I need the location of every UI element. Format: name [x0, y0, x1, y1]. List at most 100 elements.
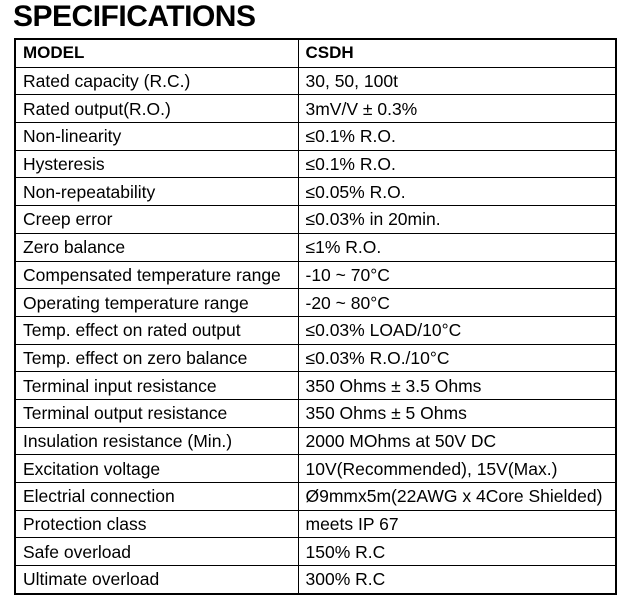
label-text: MODEL — [23, 43, 85, 63]
value-text: meets IP 67 — [305, 514, 399, 535]
label-cell: Rated output(R.O.) — [14, 94, 299, 124]
value-text: 350 Ohms ± 5 Ohms — [305, 403, 467, 424]
value-text: ≤1% R.O. — [305, 237, 382, 258]
spec-row: Ultimate overload 300% R.C — [14, 565, 617, 595]
label-cell: Protection class — [14, 509, 299, 539]
label-cell: Hysteresis — [14, 149, 299, 179]
label-text: Operating temperature range — [23, 292, 249, 313]
value-cell: ≤0.1% R.O. — [297, 122, 617, 151]
value-cell: 350 Ohms ± 3.5 Ohms — [297, 371, 617, 400]
label-cell: Excitation voltage — [14, 454, 299, 483]
spec-row: Hysteresis ≤0.1% R.O. — [14, 149, 617, 179]
value-cell: ≤0.03% R.O./10°C — [297, 343, 617, 373]
spec-table: MODEL CSDH Rated capacity (R.C.) 30, 50, 10… — [14, 38, 617, 595]
spec-row: Non-repeatability ≤0.05% R.O. — [14, 177, 617, 207]
value-cell: ≤0.03% LOAD/10°C — [297, 315, 617, 345]
value-cell: -20 ~ 80°C — [297, 288, 617, 317]
label-cell: Temp. effect on rated output — [14, 315, 299, 345]
label-text: Insulation resistance (Min.) — [23, 430, 233, 451]
value-cell: ≤0.03% in 20min. — [297, 205, 617, 234]
label-text: Non-repeatability — [23, 181, 156, 202]
label-cell: Operating temperature range — [14, 288, 299, 317]
spec-row: Compensated temperature range -10 ~ 70°C — [14, 260, 617, 290]
label-text: Non-linearity — [23, 126, 122, 147]
value-text: 350 Ohms ± 3.5 Ohms — [305, 375, 482, 396]
value-text: ≤0.03% in 20min. — [305, 209, 441, 230]
value-text: 2000 MOhms at 50V DC — [305, 430, 497, 451]
value-text: ≤0.03% LOAD/10°C — [305, 320, 462, 341]
value-cell: 350 Ohms ± 5 Ohms — [297, 398, 617, 428]
label-cell: Electrial connection — [14, 482, 299, 511]
label-cell: Insulation resistance (Min.) — [14, 426, 299, 456]
label-text: Protection class — [23, 514, 147, 535]
label-cell: Temp. effect on zero balance — [14, 343, 299, 373]
spec-row: Rated output(R.O.) 3mV/V ± 0.3% — [14, 94, 617, 124]
label-text: Zero balance — [23, 237, 126, 258]
label-text: Safe overload — [23, 541, 131, 562]
spec-row: Electrial connection Ø9mmx5m(22AWG x 4Cor… — [14, 482, 617, 511]
label-text: Rated output(R.O.) — [23, 98, 171, 119]
value-text: -10 ~ 70°C — [305, 264, 390, 285]
label-text: Ultimate overload — [23, 569, 160, 590]
label-cell: Safe overload — [14, 537, 299, 567]
label-text: Hysteresis — [23, 154, 105, 175]
value-cell: ≤1% R.O. — [297, 232, 617, 262]
spec-row: Insulation resistance (Min.) 2000 MOhms a… — [14, 426, 617, 456]
spec-row: Protection class meets IP 67 — [14, 509, 617, 539]
value-text: 300% R.C — [305, 569, 386, 590]
spec-row: Zero balance ≤1% R.O. — [14, 232, 617, 262]
value-text: ≤0.03% R.O./10°C — [305, 347, 450, 368]
label-cell: Non-repeatability — [14, 177, 299, 207]
value-text: 150% R.C — [305, 541, 386, 562]
label-text: Compensated temperature range — [23, 264, 281, 285]
spec-row: Temp. effect on zero balance ≤0.03% R.O./… — [14, 343, 617, 373]
label-text: Temp. effect on rated output — [23, 320, 241, 341]
value-text: CSDH — [305, 43, 354, 63]
page-title: SPECIFICATIONS — [13, 0, 256, 33]
value-text: ≤0.05% R.O. — [305, 181, 406, 202]
spec-row: Excitation voltage 10V(Recommended), 15V(… — [14, 454, 617, 483]
label-cell: Rated capacity (R.C.) — [14, 66, 299, 96]
value-cell: 30, 50, 100t — [297, 66, 617, 96]
spec-row: Rated capacity (R.C.) 30, 50, 100t — [14, 66, 617, 96]
header-row: MODEL CSDH — [14, 38, 617, 68]
value-text: 10V(Recommended), 15V(Max.) — [305, 458, 558, 479]
label-cell: MODEL — [14, 38, 299, 68]
label-cell: Non-linearity — [14, 122, 299, 151]
spec-row: Operating temperature range -20 ~ 80°C — [14, 288, 617, 317]
label-cell: Creep error — [14, 205, 299, 234]
value-cell: Ø9mmx5m(22AWG x 4Core Shielded) — [297, 482, 617, 511]
label-cell: Ultimate overload — [14, 565, 299, 595]
label-text: Temp. effect on zero balance — [23, 347, 248, 368]
value-cell: ≤0.1% R.O. — [297, 149, 617, 179]
spec-row: Temp. effect on rated output ≤0.03% LOAD/… — [14, 315, 617, 345]
label-text: Excitation voltage — [23, 458, 161, 479]
label-text: Electrial connection — [23, 486, 175, 507]
value-cell: -10 ~ 70°C — [297, 260, 617, 290]
value-text: Ø9mmx5m(22AWG x 4Core Shielded) — [305, 486, 603, 507]
spec-row: Terminal output resistance 350 Ohms ± 5 O… — [14, 398, 617, 428]
spec-row: Creep error ≤0.03% in 20min. — [14, 205, 617, 234]
spec-row: Non-linearity ≤0.1% R.O. — [14, 122, 617, 151]
spec-body: MODEL CSDH Rated capacity (R.C.) 30, 50, 10… — [14, 38, 617, 595]
label-text: Terminal input resistance — [23, 375, 217, 396]
value-cell: ≤0.05% R.O. — [297, 177, 617, 207]
value-cell: meets IP 67 — [297, 509, 617, 539]
value-cell: CSDH — [297, 38, 617, 68]
value-text: -20 ~ 80°C — [305, 292, 390, 313]
value-cell: 150% R.C — [297, 537, 617, 567]
value-cell: 10V(Recommended), 15V(Max.) — [297, 454, 617, 483]
spec-row: Safe overload 150% R.C — [14, 537, 617, 567]
label-text: Creep error — [23, 209, 113, 230]
value-cell: 2000 MOhms at 50V DC — [297, 426, 617, 456]
label-text: Rated capacity (R.C.) — [23, 71, 191, 92]
label-text: Terminal output resistance — [23, 403, 228, 424]
value-text: 3mV/V ± 0.3% — [305, 98, 418, 119]
label-cell: Terminal output resistance — [14, 398, 299, 428]
value-text: ≤0.1% R.O. — [305, 154, 396, 175]
label-cell: Terminal input resistance — [14, 371, 299, 400]
value-text: 30, 50, 100t — [305, 71, 398, 92]
value-cell: 300% R.C — [297, 565, 617, 595]
value-text: ≤0.1% R.O. — [305, 126, 396, 147]
